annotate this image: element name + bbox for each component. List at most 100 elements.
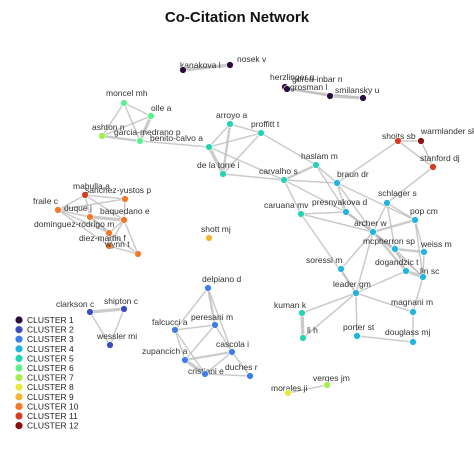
node-marker xyxy=(403,268,410,275)
node-marker xyxy=(299,310,306,317)
node-marker xyxy=(384,200,391,207)
node-arroyo[interactable]: arroyo a xyxy=(216,110,247,127)
node-marker xyxy=(202,371,209,378)
node-marker xyxy=(206,144,213,151)
node-label: braun dr xyxy=(337,169,369,179)
node-label: haslam m xyxy=(301,151,338,161)
node-stanford[interactable]: stanford dj xyxy=(420,153,460,170)
node-weiss[interactable]: weiss m xyxy=(420,239,452,255)
node-marker xyxy=(360,95,367,102)
legend-item-cluster-10: CLUSTER 10 xyxy=(15,401,78,411)
node-schlager[interactable]: schlager s xyxy=(378,188,417,206)
node-wessler[interactable]: wessler mi xyxy=(96,331,137,348)
node-label: nosek v xyxy=(237,54,267,64)
node-grosman[interactable]: grosman l xyxy=(290,82,333,99)
node-label: falcucci a xyxy=(152,317,188,327)
node-clarkson[interactable]: clarkson c xyxy=(56,299,95,315)
node-label: benito-calvo a xyxy=(150,133,203,143)
node-label: dogandzic t xyxy=(375,257,419,267)
node-label: arroyo a xyxy=(216,110,247,120)
node-label: herzlinger g xyxy=(270,72,315,82)
node-duches[interactable]: duches r xyxy=(225,362,258,379)
edge-carvalho-braun xyxy=(284,180,337,183)
node-falcucci[interactable]: falcucci a xyxy=(152,317,188,333)
node-douglass[interactable]: douglass mj xyxy=(385,327,430,345)
node-label: de la torre i xyxy=(197,160,240,170)
node-magnani[interactable]: magnani m xyxy=(391,297,433,315)
node-kanakova[interactable]: kanakova l xyxy=(180,60,221,73)
legend-swatch xyxy=(15,364,22,371)
node-label: proffitt t xyxy=(251,119,280,129)
legend-swatch xyxy=(15,412,22,419)
node-peresani[interactable]: peresani m xyxy=(191,312,233,328)
node-label: cascola i xyxy=(216,339,249,349)
node-marker xyxy=(135,251,142,258)
node-marker xyxy=(227,62,234,69)
node-soressi[interactable]: soressi m xyxy=(306,255,344,272)
node-label: caruana mv xyxy=(264,200,309,210)
legend-swatch xyxy=(15,374,22,381)
node-label: pop cm xyxy=(410,206,438,216)
node-label: stanford dj xyxy=(420,153,460,163)
node-label: grosman l xyxy=(290,82,327,92)
node-moncel[interactable]: moncel mh xyxy=(106,88,148,106)
node-cristiani[interactable]: cristiani e xyxy=(188,366,224,377)
edge-leader-kuman xyxy=(302,293,356,313)
node-label: carvalho s xyxy=(259,166,298,176)
node-label: shipton c xyxy=(104,296,139,306)
node-marker xyxy=(182,357,189,364)
legend-swatch xyxy=(15,336,22,343)
node-marker xyxy=(137,138,144,145)
node-caruana[interactable]: caruana mv xyxy=(264,200,309,217)
node-marker xyxy=(353,290,360,297)
node-marker xyxy=(229,349,236,356)
legend-label: CLUSTER 2 xyxy=(27,325,74,335)
node-haslam[interactable]: haslam m xyxy=(301,151,338,168)
legend-label: CLUSTER 1 xyxy=(27,315,74,325)
node-nosek[interactable]: nosek v xyxy=(227,54,267,68)
legend-label: CLUSTER 12 xyxy=(27,421,79,431)
node-label: clarkson c xyxy=(56,299,95,309)
node-morales[interactable]: morales ji xyxy=(271,383,307,396)
node-label: olle a xyxy=(151,103,172,113)
node-marker xyxy=(122,196,129,203)
node-archer[interactable]: archer w xyxy=(354,218,387,235)
legend-swatch xyxy=(15,345,22,352)
node-label: wessler mi xyxy=(96,331,137,341)
node-fraile[interactable]: fraile c xyxy=(33,196,61,213)
node-shott[interactable]: shott mj xyxy=(201,224,231,241)
node-marker xyxy=(121,306,128,313)
node-braun[interactable]: braun dr xyxy=(334,169,369,186)
node-label: verges jm xyxy=(313,373,350,383)
node-marker xyxy=(281,177,288,184)
node-label: delpiano d xyxy=(202,274,242,284)
legend-swatch xyxy=(15,316,22,323)
node-benito[interactable]: benito-calvo a xyxy=(150,133,212,150)
node-olle[interactable]: olle a xyxy=(148,103,172,119)
legend-item-cluster-7: CLUSTER 7 xyxy=(15,373,74,383)
node-marker xyxy=(107,342,114,349)
edge-caruana-presnyakova xyxy=(301,212,346,214)
node-marker xyxy=(258,130,265,137)
node-shoits[interactable]: shoits sb xyxy=(382,131,416,144)
node-marker xyxy=(99,133,106,140)
node-warmlander[interactable]: warmlander skts xyxy=(418,126,474,144)
node-marker xyxy=(420,274,427,281)
node-linsc[interactable]: lin sc xyxy=(420,266,441,280)
node-label: sanchez-yustos p xyxy=(85,185,151,195)
node-popcm[interactable]: pop cm xyxy=(410,206,438,223)
legend-label: CLUSTER 5 xyxy=(27,353,74,363)
node-marker xyxy=(220,171,227,178)
legend-item-cluster-8: CLUSTER 8 xyxy=(15,382,74,392)
node-label: shott mj xyxy=(201,224,231,234)
node-marker xyxy=(298,211,305,218)
node-marker xyxy=(247,373,254,380)
node-zupancich[interactable]: zupancich a xyxy=(142,346,188,363)
node-marker xyxy=(410,309,417,316)
node-label: duque j xyxy=(64,203,92,213)
node-delpiano[interactable]: delpiano d xyxy=(202,274,242,291)
node-kuman[interactable]: kuman k xyxy=(274,300,307,316)
node-label: archer w xyxy=(354,218,387,228)
node-label: porter st xyxy=(343,322,375,332)
